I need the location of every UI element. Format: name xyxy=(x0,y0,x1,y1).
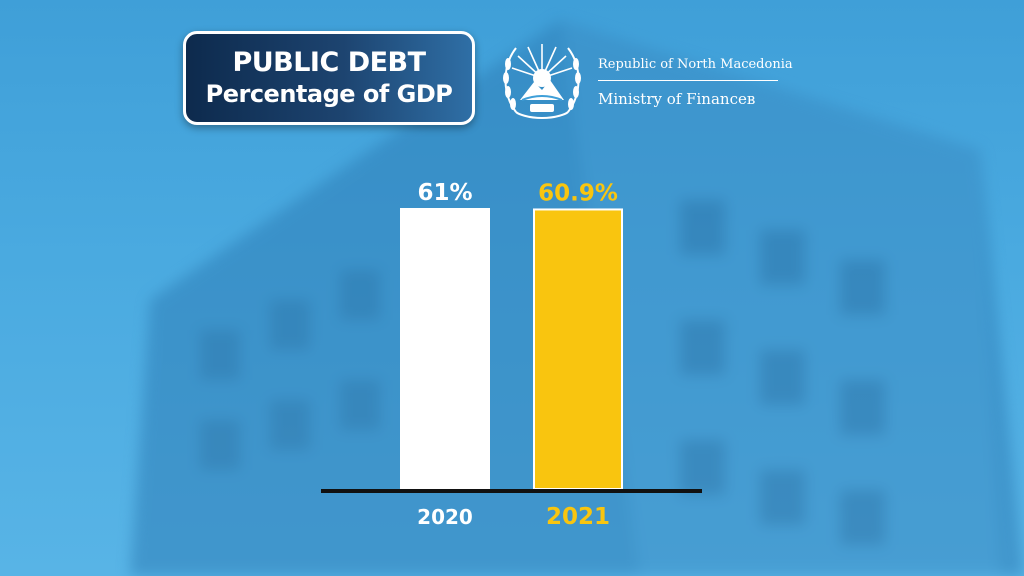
coat-of-arms-icon xyxy=(503,44,581,119)
ministry-name: Ministry of Financeв xyxy=(598,90,756,108)
x-tick-label-2020: 2020 xyxy=(417,505,473,529)
bar-2021 xyxy=(533,208,623,490)
data-label-2020: 61% xyxy=(417,180,472,206)
title-percentage-of-gdp: Percentage of GDP xyxy=(205,80,453,108)
ministry-heading: Republic of North Macedonia Ministry of … xyxy=(598,56,793,109)
republic-name: Republic of North Macedonia xyxy=(598,57,793,72)
title-public-debt: PUBLIC DEBT xyxy=(232,47,426,78)
x-tick-label-2021: 2021 xyxy=(546,504,610,530)
heading-divider xyxy=(598,80,778,81)
title-box: PUBLIC DEBT Percentage of GDP xyxy=(183,31,475,125)
data-label-2021: 60.9% xyxy=(538,180,618,206)
bar-2020 xyxy=(400,208,490,490)
x-axis-baseline xyxy=(321,489,702,493)
